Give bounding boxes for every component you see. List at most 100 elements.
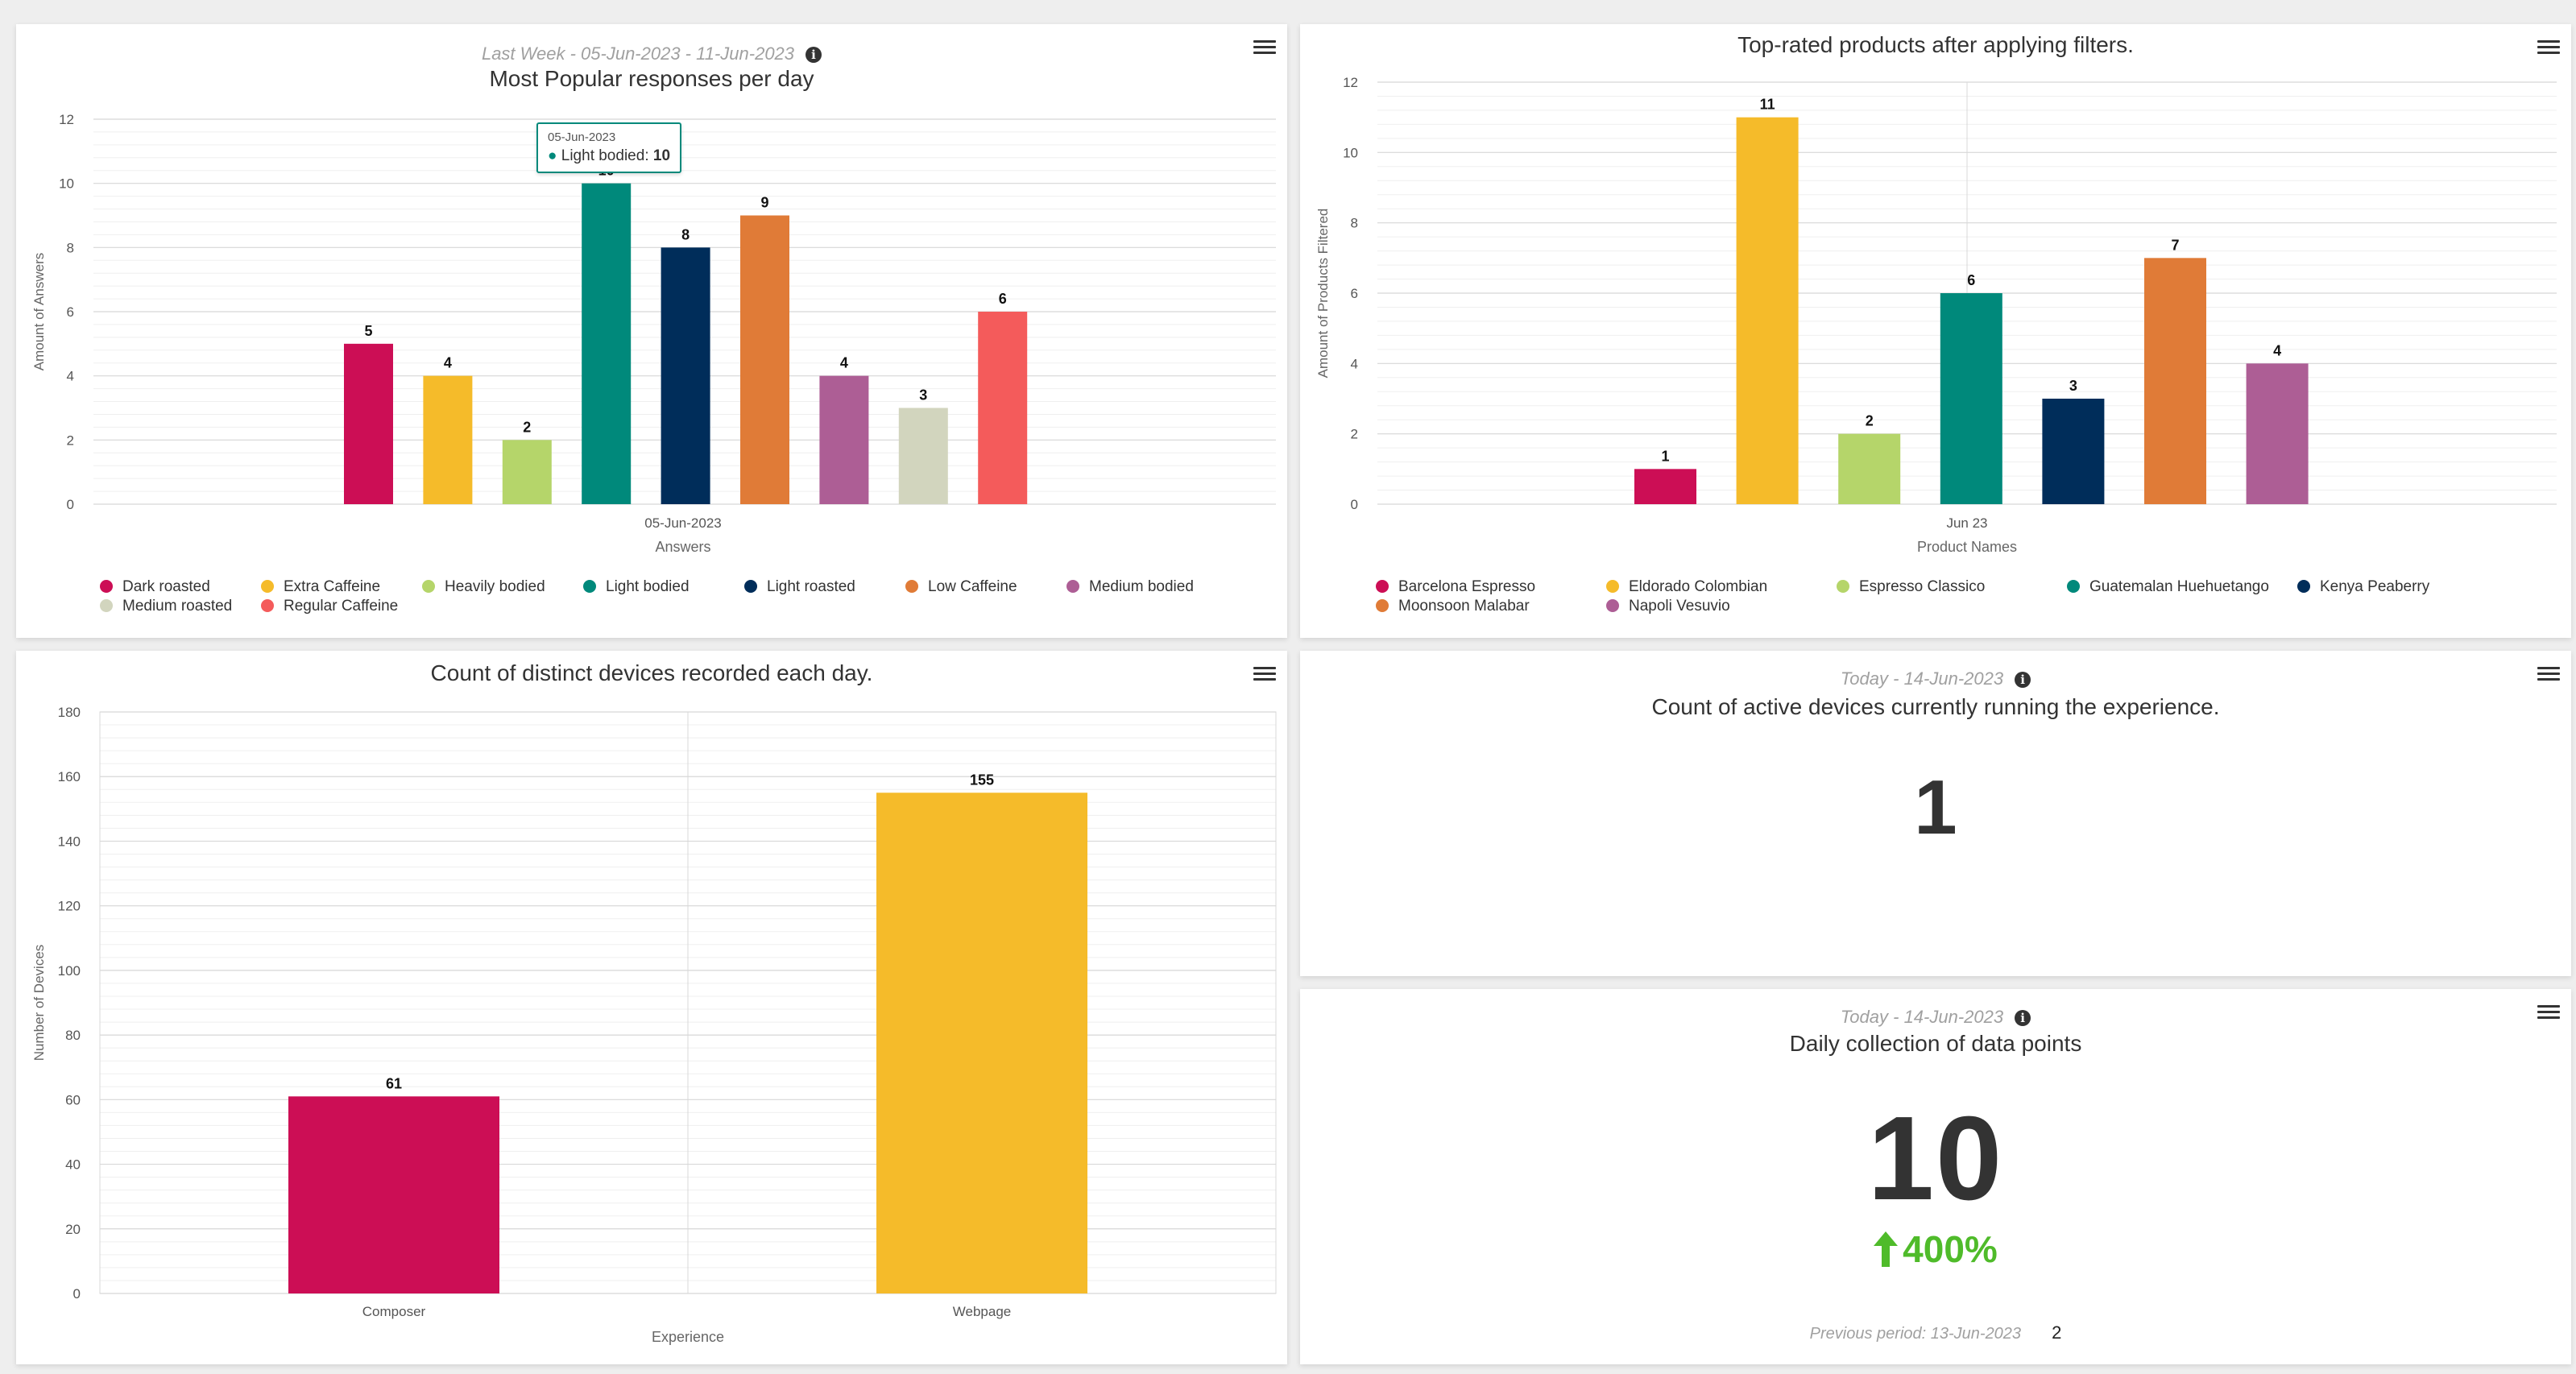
legend-item-espresso-classico[interactable]: Espresso Classico: [1837, 578, 1985, 596]
legend-label: Low Caffeine: [928, 578, 1017, 595]
popular-responses-panel: Last Week - 05-Jun-2023 - 11-Jun-2023 i M…: [16, 24, 1287, 638]
tooltip-line: ● Light bodied: 10: [548, 147, 671, 164]
y-tick-label: 6: [1351, 286, 1358, 301]
active-date: Today - 14-Jun-2023: [1840, 668, 2004, 689]
legend-label: Kenya Peaberry: [2320, 578, 2430, 595]
data-label: 4: [840, 355, 848, 371]
popular-title: Most Popular responses per day: [489, 66, 814, 91]
data-label: 2: [1866, 413, 1874, 429]
x-axis-label: Answers: [655, 539, 710, 555]
legend-dot: [1066, 580, 1079, 593]
y-tick-label: 10: [1343, 145, 1358, 160]
bar-dark-roasted: [344, 343, 393, 504]
info-icon[interactable]: i: [2015, 1010, 2031, 1026]
data-points-panel: Today - 14-Jun-2023 i Daily collection of…: [1300, 989, 2571, 1364]
toprated-title: Top-rated products after applying filter…: [1737, 32, 2134, 57]
legend-item-regular-caffeine[interactable]: Regular Caffeine: [261, 598, 398, 615]
legend-dot: [744, 580, 757, 593]
y-tick-label: 8: [1351, 216, 1358, 231]
popular-responses-chart: 0 2 4 6 8 10 12 Amount of Answers Answers 5 4 2 10 8 9…: [31, 112, 1276, 555]
info-icon[interactable]: i: [806, 47, 822, 63]
previous-period: Previous period: 13-Jun-2023 2: [1300, 1322, 2571, 1343]
y-tick-label: 12: [59, 112, 74, 127]
legend-item-heavily-bodied[interactable]: Heavily bodied: [422, 578, 545, 596]
data-label: 6: [999, 291, 1007, 307]
legend-item-eldorado-colombian[interactable]: Eldorado Colombian: [1606, 578, 1767, 596]
y-axis-label: Number of Devices: [31, 945, 47, 1062]
bar-extra-caffeine: [423, 375, 473, 504]
y-tick-label: 4: [67, 369, 74, 384]
devices-panel: Count of distinct devices recorded each …: [16, 651, 1287, 1364]
arrow-up-icon: [1874, 1231, 1899, 1267]
popular-subtitle: Last Week - 05-Jun-2023 - 11-Jun-2023 i: [16, 43, 1287, 64]
x-tick-label: Jun 23: [1946, 515, 1987, 531]
y-tick-label: 0: [73, 1286, 81, 1302]
devices-title: Count of distinct devices recorded each …: [430, 660, 873, 685]
previous-period-value: 2: [2052, 1322, 2062, 1343]
legend-label: Napoli Vesuvio: [1629, 598, 1730, 615]
data-label: 11: [1760, 97, 1775, 113]
y-tick-label: 0: [1351, 497, 1358, 512]
data-label: 61: [386, 1075, 402, 1091]
bar-light-roasted: [661, 247, 710, 504]
y-tick-label: 8: [67, 240, 74, 255]
legend-item-light-bodied[interactable]: Light bodied: [583, 578, 690, 596]
legend-item-low-caffeine[interactable]: Low Caffeine: [905, 578, 1017, 596]
y-axis-label: Amount of Products Filtered: [1315, 209, 1331, 379]
hamburger-menu-icon[interactable]: [2537, 1002, 2560, 1021]
bar-eldorado-colombian: [1736, 117, 1799, 504]
bar-barcelona-espresso: [1634, 469, 1696, 504]
y-tick-label: 6: [67, 304, 74, 320]
y-tick-label: 2: [1351, 427, 1358, 442]
legend-item-dark-roasted[interactable]: Dark roasted: [100, 578, 210, 596]
legend-dot: [1376, 599, 1389, 612]
datapoints-title: Daily collection of data points: [1789, 1031, 2082, 1056]
active-subtitle: Today - 14-Jun-2023 i: [1300, 668, 2571, 689]
legend-dot: [1606, 599, 1619, 612]
datapoints-change: 400%: [1300, 1227, 2571, 1271]
legend-dot: [422, 580, 435, 593]
bar-low-caffeine: [740, 215, 789, 504]
top-rated-panel: Top-rated products after applying filter…: [1300, 24, 2571, 638]
hamburger-menu-icon[interactable]: [1253, 664, 1276, 683]
legend-item-kenya-peaberry[interactable]: Kenya Peaberry: [2297, 578, 2429, 596]
y-tick-label: 0: [67, 497, 74, 512]
y-tick-label: 60: [65, 1092, 81, 1107]
legend-item-guatemalan-huehuetango[interactable]: Guatemalan Huehuetango: [2067, 578, 2269, 596]
y-tick-label: 40: [65, 1157, 81, 1173]
legend-item-extra-caffeine[interactable]: Extra Caffeine: [261, 578, 380, 596]
bar-medium-roasted: [898, 408, 948, 504]
legend-label: Regular Caffeine: [284, 598, 399, 615]
y-tick-label: 140: [58, 834, 81, 849]
data-label: 1: [1661, 448, 1669, 464]
info-icon[interactable]: i: [2015, 672, 2031, 688]
bar-composer: [288, 1096, 499, 1293]
legend-item-moonsoon-malabar[interactable]: Moonsoon Malabar: [1376, 598, 1530, 615]
bar-regular-caffeine: [978, 312, 1028, 504]
y-tick-label: 2: [67, 432, 74, 448]
tooltip-date: 05-Jun-2023: [548, 130, 616, 144]
bar-kenya-peaberry: [2042, 399, 2105, 504]
legend-item-napoli-vesuvio[interactable]: Napoli Vesuvio: [1606, 598, 1730, 615]
bar-heavily-bodied: [502, 440, 552, 504]
hamburger-menu-icon[interactable]: [2537, 37, 2560, 56]
hamburger-menu-icon[interactable]: [1253, 37, 1276, 56]
legend-item-light-roasted[interactable]: Light roasted: [744, 578, 855, 596]
x-tick-label: Webpage: [953, 1304, 1011, 1319]
hamburger-menu-icon[interactable]: [2537, 664, 2560, 683]
legend-label: Guatemalan Huehuetango: [2089, 578, 2269, 595]
legend-item-medium-bodied[interactable]: Medium bodied: [1066, 578, 1194, 596]
legend-label: Moonsoon Malabar: [1398, 598, 1530, 615]
data-label: 9: [760, 195, 768, 211]
legend-dot: [905, 580, 918, 593]
bar-napoli-vesuvio: [2246, 363, 2309, 504]
datapoints-date: Today - 14-Jun-2023: [1840, 1007, 2004, 1027]
y-axis-label: Amount of Answers: [31, 253, 47, 370]
popular-date-range: Last Week - 05-Jun-2023 - 11-Jun-2023: [481, 43, 795, 64]
data-label: 4: [2273, 342, 2281, 358]
legend-dot: [261, 599, 274, 612]
legend-label: Eldorado Colombian: [1629, 578, 1768, 595]
legend-item-medium-roasted[interactable]: Medium roasted: [100, 598, 232, 615]
legend-item-barcelona-espresso[interactable]: Barcelona Espresso: [1376, 578, 1535, 596]
